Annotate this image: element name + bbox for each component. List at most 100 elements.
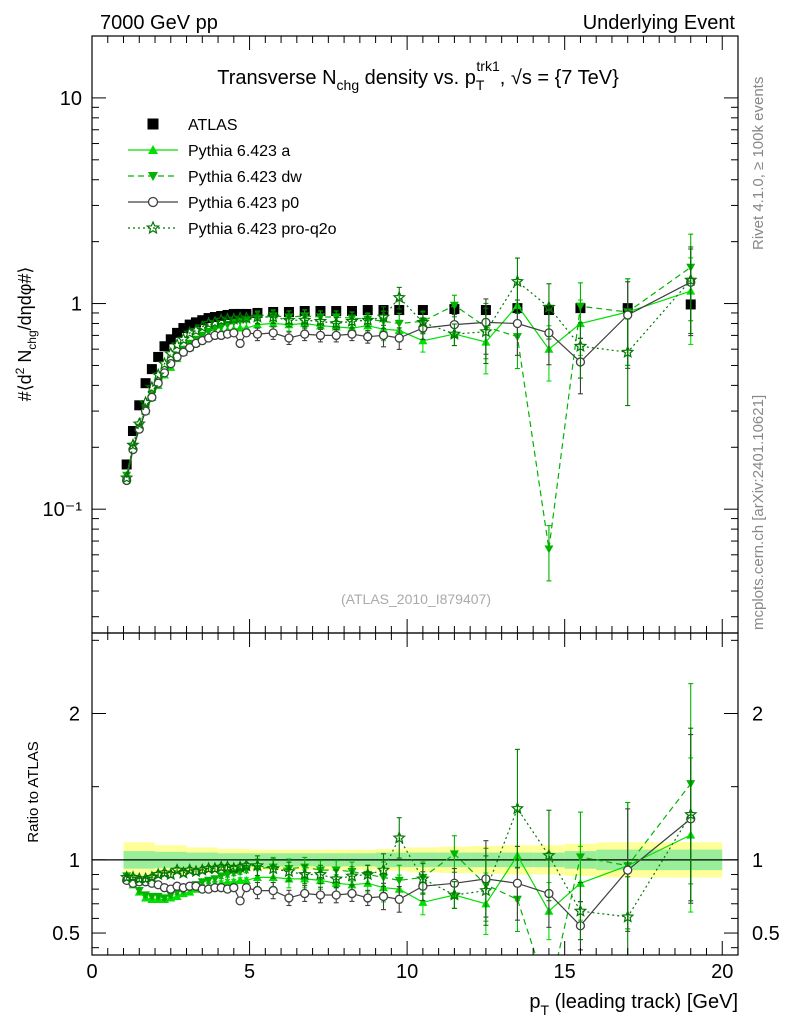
data-point — [300, 329, 310, 339]
ratio-point — [134, 887, 144, 896]
data-point — [134, 400, 145, 411]
ratio-point — [151, 867, 165, 881]
ratio-point — [684, 807, 698, 821]
data-point — [121, 459, 132, 470]
ratio-series-pythia-6-423-p0 — [122, 734, 696, 951]
data-point — [573, 339, 588, 352]
ratio-point — [449, 850, 459, 859]
ratio-point — [266, 861, 280, 875]
series-line — [126, 279, 692, 479]
x-tick-label: 5 — [244, 961, 255, 983]
analysis-tag: (ATLAS_2010_I879407) — [341, 591, 491, 607]
ratio-point — [210, 875, 220, 884]
series-pythia-6-423-p0 — [122, 248, 696, 486]
data-point — [363, 332, 373, 342]
ratio-point — [378, 891, 389, 902]
ratio-point — [512, 878, 523, 888]
data-point — [449, 301, 459, 310]
data-point — [418, 336, 428, 345]
ratio-point — [250, 858, 265, 872]
ratio-point — [315, 890, 326, 900]
ratio-y-axis-label: Ratio to ATLAS — [25, 741, 42, 842]
data-point — [147, 392, 157, 402]
data-point — [284, 333, 294, 343]
x-tick-label: 20 — [711, 961, 733, 983]
data-point — [544, 545, 554, 554]
legend-entry: Pythia 6.423 p0 — [128, 195, 299, 212]
data-point — [250, 309, 265, 323]
ratio-point — [418, 897, 428, 906]
data-point — [394, 319, 404, 328]
ratio-point — [298, 867, 312, 881]
data-point — [216, 323, 226, 332]
data-point — [204, 328, 214, 337]
data-point — [172, 327, 183, 338]
data-point — [252, 329, 263, 339]
data-point — [227, 312, 241, 325]
data-point — [241, 328, 252, 338]
x-tick-label: 0 — [86, 961, 97, 983]
main-y-axis-label: #⟨d2 Nchg/dηdφ#⟩ — [13, 267, 39, 402]
ratio-point — [542, 848, 556, 862]
ratio-y-tick-label-right: 2 — [752, 704, 763, 726]
ratio-point — [241, 883, 252, 893]
ratio-point — [329, 871, 343, 885]
ratio-point — [126, 870, 140, 884]
ratio-point — [479, 883, 493, 897]
data-point — [145, 380, 159, 394]
data-point — [416, 315, 430, 329]
data-point — [229, 328, 239, 338]
data-point — [127, 426, 138, 437]
ratio-frame — [91, 632, 739, 956]
ratio-point — [229, 883, 239, 893]
ratio-point — [361, 867, 375, 881]
rivet-version-label: Rivet 4.1.0, ≥ 100k events — [750, 77, 767, 250]
legend-label: Pythia 6.423 dw — [188, 169, 302, 186]
data-point — [119, 470, 134, 484]
legend: ATLAS Pythia 6.423 a Pythia 6.423 dw Pythia… — [128, 117, 337, 238]
data-point — [346, 305, 357, 316]
ratio-y-tick-label-right: 1 — [752, 850, 763, 872]
ratio-point — [239, 858, 254, 872]
data-point — [361, 313, 375, 326]
mcplots-reference-label: mcplots.cern.ch [arXiv:2401.10621] — [750, 395, 767, 630]
data-point — [510, 274, 525, 288]
ratio-point — [623, 865, 633, 875]
data-point — [623, 310, 633, 320]
ratio-point — [223, 870, 233, 879]
ratio-point — [223, 877, 233, 886]
data-point — [235, 338, 245, 349]
data-point — [345, 314, 359, 327]
series-line — [126, 281, 691, 481]
chart-title: Transverse Nchg density vs. pTtrk1, √s =… — [217, 58, 619, 93]
data-point — [394, 333, 404, 343]
ratio-y-tick-label-left: 2 — [69, 704, 80, 726]
y-tick-label: 1 — [71, 294, 82, 316]
ratio-point — [157, 865, 172, 879]
data-point — [313, 314, 328, 327]
data-point — [153, 378, 163, 388]
series-line — [126, 266, 692, 550]
y-tick-label: 10 — [60, 88, 82, 110]
data-point — [210, 325, 220, 334]
ratio-y-tick-label-left: 0.5 — [52, 923, 80, 945]
series-pythia-6-423-dw — [122, 233, 696, 582]
ratio-y-tick-label-right: 0.5 — [752, 923, 780, 945]
x-tick-label: 15 — [554, 961, 576, 983]
data-point — [282, 313, 296, 326]
data-point — [164, 346, 178, 360]
ratio-point — [416, 871, 430, 885]
data-point — [479, 324, 493, 338]
ratio-point — [447, 887, 462, 901]
data-point — [126, 438, 140, 451]
ratio-point — [170, 863, 184, 876]
ratio-point — [394, 876, 404, 885]
ratio-point — [189, 864, 203, 878]
data-point — [394, 305, 405, 316]
legend-entry: Pythia 6.423 pro-q2o — [128, 220, 337, 238]
data-point — [684, 273, 698, 286]
ratio-point — [252, 885, 263, 896]
data-point — [165, 334, 176, 345]
